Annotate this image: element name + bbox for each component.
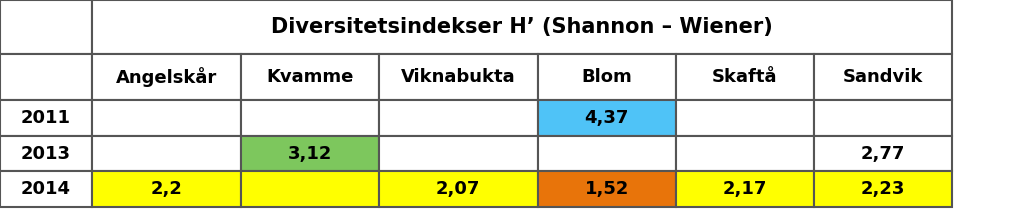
Text: Angelskår: Angelskår (116, 67, 217, 87)
Bar (0, 100, 92, 136)
Bar (814, 100, 952, 136)
Bar (92, 171, 241, 207)
Text: Kvamme: Kvamme (266, 68, 353, 86)
Text: 1,52: 1,52 (585, 180, 629, 198)
Text: 3,12: 3,12 (288, 145, 332, 163)
Bar (92, 136, 241, 171)
Bar (676, 136, 814, 171)
Bar (814, 136, 952, 171)
Text: 4,37: 4,37 (585, 109, 629, 127)
Bar (814, 54, 952, 100)
Bar (379, 136, 538, 171)
Bar (0, 54, 92, 100)
Bar (538, 171, 676, 207)
Text: 2,77: 2,77 (861, 145, 905, 163)
Bar (241, 100, 379, 136)
Bar (676, 171, 814, 207)
Bar (241, 54, 379, 100)
Bar (379, 171, 538, 207)
Bar (0, 136, 92, 171)
Text: 2013: 2013 (22, 145, 71, 163)
Bar (676, 54, 814, 100)
Bar (0, 171, 92, 207)
Bar (538, 54, 676, 100)
Text: Diversitetsindekser H’ (Shannon – Wiener): Diversitetsindekser H’ (Shannon – Wiener… (271, 17, 773, 37)
Bar (379, 100, 538, 136)
Text: 2,2: 2,2 (151, 180, 182, 198)
Text: 2011: 2011 (22, 109, 71, 127)
Bar (814, 171, 952, 207)
Bar (0, 0, 92, 54)
Text: 2014: 2014 (22, 180, 71, 198)
Bar (538, 100, 676, 136)
Bar (92, 0, 952, 54)
Text: 2,07: 2,07 (436, 180, 480, 198)
Bar (379, 54, 538, 100)
Bar (538, 136, 676, 171)
Text: Blom: Blom (582, 68, 632, 86)
Text: 2,17: 2,17 (723, 180, 767, 198)
Text: Sandvik: Sandvik (843, 68, 924, 86)
Bar (92, 100, 241, 136)
Bar (92, 54, 241, 100)
Text: Viknabukta: Viknabukta (401, 68, 515, 86)
Text: 2,23: 2,23 (861, 180, 905, 198)
Bar (676, 100, 814, 136)
Bar (241, 171, 379, 207)
Bar (241, 136, 379, 171)
Text: Skaftå: Skaftå (713, 68, 777, 86)
